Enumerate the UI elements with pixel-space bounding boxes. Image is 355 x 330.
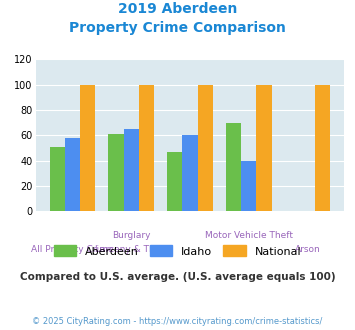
- Bar: [50, 147, 65, 211]
- Text: Larceny & Theft: Larceny & Theft: [95, 245, 167, 253]
- Text: Burglary: Burglary: [112, 231, 151, 240]
- Text: All Property Crime: All Property Crime: [31, 245, 114, 253]
- Legend: Aberdeen, Idaho, National: Aberdeen, Idaho, National: [54, 245, 301, 256]
- Text: Arson: Arson: [295, 245, 320, 253]
- Bar: [80, 85, 95, 211]
- Bar: [241, 161, 256, 211]
- Text: Motor Vehicle Theft: Motor Vehicle Theft: [205, 231, 293, 240]
- Bar: [198, 85, 213, 211]
- Text: © 2025 CityRating.com - https://www.cityrating.com/crime-statistics/: © 2025 CityRating.com - https://www.city…: [32, 317, 323, 326]
- Text: Property Crime Comparison: Property Crime Comparison: [69, 21, 286, 35]
- Bar: [226, 123, 241, 211]
- Bar: [108, 134, 124, 211]
- Bar: [315, 85, 330, 211]
- Bar: [167, 152, 182, 211]
- Bar: [124, 129, 139, 211]
- Bar: [139, 85, 154, 211]
- Bar: [256, 85, 272, 211]
- Text: Compared to U.S. average. (U.S. average equals 100): Compared to U.S. average. (U.S. average …: [20, 272, 335, 282]
- Text: 2019 Aberdeen: 2019 Aberdeen: [118, 2, 237, 16]
- Bar: [182, 135, 198, 211]
- Bar: [65, 138, 80, 211]
